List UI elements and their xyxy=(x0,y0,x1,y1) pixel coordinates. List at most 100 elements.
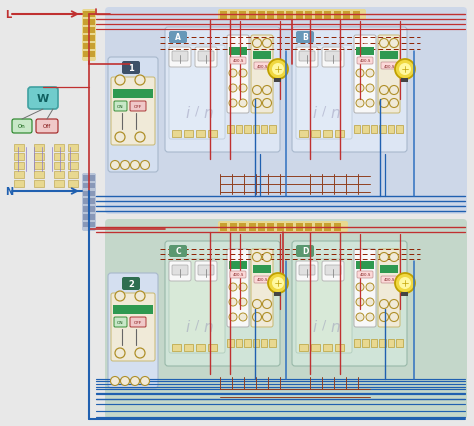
Circle shape xyxy=(390,313,399,322)
FancyBboxPatch shape xyxy=(296,46,352,140)
Bar xyxy=(34,163,44,170)
Text: n: n xyxy=(203,106,213,121)
Circle shape xyxy=(239,313,247,321)
Circle shape xyxy=(115,76,125,86)
FancyBboxPatch shape xyxy=(296,262,318,281)
Circle shape xyxy=(253,300,262,309)
Circle shape xyxy=(356,100,364,108)
Bar xyxy=(113,305,153,314)
Bar xyxy=(267,12,274,20)
Bar xyxy=(34,145,44,152)
Bar xyxy=(371,126,377,134)
Text: 400-S: 400-S xyxy=(383,64,395,68)
Bar xyxy=(34,172,44,178)
Bar xyxy=(354,126,361,134)
Text: ON: ON xyxy=(117,105,124,109)
Bar xyxy=(54,181,64,187)
Text: 2: 2 xyxy=(128,279,134,288)
FancyBboxPatch shape xyxy=(299,265,315,275)
Bar xyxy=(299,344,308,351)
Bar xyxy=(54,154,64,161)
Circle shape xyxy=(263,253,272,262)
FancyBboxPatch shape xyxy=(299,52,315,62)
FancyBboxPatch shape xyxy=(195,48,217,68)
Bar xyxy=(380,126,386,134)
FancyBboxPatch shape xyxy=(230,58,246,65)
Bar xyxy=(184,344,193,351)
Circle shape xyxy=(380,300,389,309)
Bar xyxy=(353,12,360,20)
FancyBboxPatch shape xyxy=(111,78,155,146)
Circle shape xyxy=(390,99,399,108)
Circle shape xyxy=(380,313,389,322)
Bar xyxy=(14,181,24,187)
Bar xyxy=(184,131,193,138)
Circle shape xyxy=(130,161,139,170)
Circle shape xyxy=(366,100,374,108)
Bar xyxy=(401,79,409,83)
Bar xyxy=(34,154,44,161)
Circle shape xyxy=(120,377,129,386)
Circle shape xyxy=(239,70,247,78)
Circle shape xyxy=(253,313,262,322)
FancyBboxPatch shape xyxy=(230,271,246,278)
Bar xyxy=(68,154,78,161)
FancyBboxPatch shape xyxy=(114,102,127,112)
Text: OFF: OFF xyxy=(134,320,142,324)
Bar xyxy=(253,339,259,347)
FancyBboxPatch shape xyxy=(12,120,32,134)
Circle shape xyxy=(229,85,237,93)
Text: 400-S: 400-S xyxy=(359,273,371,277)
Bar xyxy=(274,79,282,83)
Circle shape xyxy=(356,283,364,291)
Text: i: i xyxy=(312,319,316,334)
Bar xyxy=(239,223,246,231)
Circle shape xyxy=(140,161,149,170)
FancyBboxPatch shape xyxy=(130,317,146,327)
Bar xyxy=(83,44,95,50)
Bar xyxy=(227,126,234,134)
FancyBboxPatch shape xyxy=(169,46,225,140)
Bar xyxy=(356,48,374,56)
Bar xyxy=(227,339,234,347)
FancyBboxPatch shape xyxy=(172,52,188,62)
Circle shape xyxy=(399,64,411,76)
Bar xyxy=(267,223,274,231)
Bar xyxy=(239,12,246,20)
FancyBboxPatch shape xyxy=(82,173,96,231)
Bar xyxy=(315,12,322,20)
Text: A: A xyxy=(175,33,181,43)
Circle shape xyxy=(135,76,145,86)
Bar xyxy=(270,126,276,134)
Circle shape xyxy=(115,132,125,143)
Text: i: i xyxy=(185,319,189,334)
Bar xyxy=(236,339,242,347)
Circle shape xyxy=(356,298,364,306)
Text: /: / xyxy=(195,318,199,331)
Text: n: n xyxy=(330,319,340,334)
Circle shape xyxy=(140,377,149,386)
FancyBboxPatch shape xyxy=(36,120,58,134)
FancyBboxPatch shape xyxy=(381,276,397,283)
Circle shape xyxy=(390,253,399,262)
Bar xyxy=(244,339,250,347)
FancyBboxPatch shape xyxy=(169,262,191,281)
FancyBboxPatch shape xyxy=(254,276,270,283)
FancyBboxPatch shape xyxy=(105,219,467,419)
Bar xyxy=(68,145,78,152)
Circle shape xyxy=(268,60,288,80)
Circle shape xyxy=(366,283,374,291)
FancyBboxPatch shape xyxy=(354,249,376,327)
FancyBboxPatch shape xyxy=(292,28,407,153)
Circle shape xyxy=(229,283,237,291)
FancyBboxPatch shape xyxy=(251,249,273,327)
Circle shape xyxy=(366,313,374,321)
Bar xyxy=(277,223,284,231)
Circle shape xyxy=(239,85,247,93)
Bar xyxy=(325,12,331,20)
Bar xyxy=(83,207,95,212)
Circle shape xyxy=(229,313,237,321)
Bar xyxy=(274,292,282,296)
FancyBboxPatch shape xyxy=(165,28,280,153)
FancyBboxPatch shape xyxy=(251,36,273,114)
